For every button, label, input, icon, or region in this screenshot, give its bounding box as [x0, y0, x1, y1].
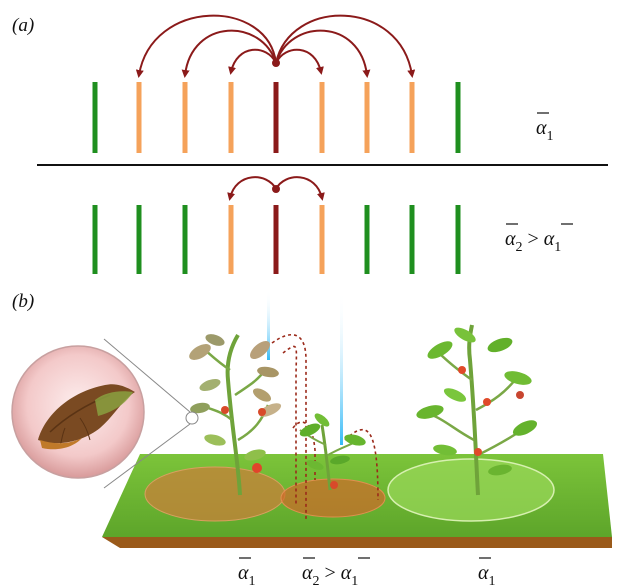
zoom-line [103, 423, 191, 489]
spread-zone-left [144, 466, 286, 522]
alpha-symbol: α [302, 562, 313, 584]
alpha-symbol: α [505, 228, 516, 250]
alpha-subscript: 1 [547, 129, 554, 144]
light-beam-icon [267, 290, 270, 360]
alpha-symbol: α [238, 562, 249, 584]
alpha-symbol: α [341, 562, 352, 584]
alpha-symbol: α [478, 562, 489, 584]
alpha-subscript: 1 [554, 240, 561, 255]
ground-slab [102, 454, 612, 548]
affected-bar [409, 82, 415, 153]
diseased-plant-icon [185, 333, 282, 496]
bottom-row-bars [92, 205, 461, 274]
affected-bar [136, 82, 142, 153]
healthy-bar [92, 205, 98, 274]
light-beam-icon [340, 290, 343, 445]
top-row-bars [92, 82, 461, 153]
arc [135, 14, 277, 78]
spread-zone-middle [280, 478, 386, 518]
arc [228, 48, 277, 75]
affected-bar [228, 82, 234, 153]
source-bar [273, 82, 279, 153]
caption-right: α1 [478, 562, 496, 587]
alpha-subscript: 1 [489, 574, 496, 587]
alpha-subscript: 1 [351, 574, 358, 587]
healthy-bar [136, 205, 142, 274]
healthy-bar [92, 82, 98, 153]
healthy-bar [409, 205, 415, 274]
affected-bar [228, 205, 234, 274]
comparison-operator: > [320, 562, 341, 584]
comparison-operator: > [523, 228, 544, 250]
healthy-bar [364, 205, 370, 274]
alpha-symbol: α [536, 117, 547, 139]
affected-bar [319, 205, 325, 274]
arc [227, 176, 277, 201]
caption-middle: α2 > α1 [302, 562, 358, 587]
healthy-bar [455, 82, 461, 153]
alpha-subscript: 2 [313, 574, 320, 587]
small-plant-icon [299, 413, 366, 491]
dotted-spread-arcs [271, 334, 379, 520]
zoom-line [103, 338, 191, 413]
top-row-arcs [135, 14, 416, 78]
panel-b-label: (b) [12, 291, 34, 312]
bottom-row-arcs [227, 176, 325, 201]
arc [275, 176, 325, 201]
alpha-subscript: 2 [516, 240, 523, 255]
source-dot [272, 59, 280, 67]
affected-bar [319, 82, 325, 153]
healthy-bar [182, 205, 188, 274]
healthy-bar [455, 205, 461, 274]
spread-zone-right [387, 458, 555, 522]
panel-a-label: (a) [12, 15, 34, 36]
arc [275, 48, 324, 75]
top-alpha-label: α1 [536, 117, 554, 144]
caption-left: α1 [238, 562, 256, 587]
arc [181, 29, 277, 78]
healthy-tomato-plant-icon [416, 324, 538, 496]
alpha-subscript: 1 [249, 574, 256, 587]
source-dot [272, 185, 280, 193]
affected-bar [364, 82, 370, 153]
leaf-closeup-icon [11, 345, 145, 479]
bottom-alpha-label: α2 > α1 [505, 228, 561, 255]
arc [275, 14, 416, 78]
arc [275, 29, 371, 78]
affected-bar [182, 82, 188, 153]
alpha-symbol: α [544, 228, 555, 250]
source-bar [273, 205, 279, 274]
